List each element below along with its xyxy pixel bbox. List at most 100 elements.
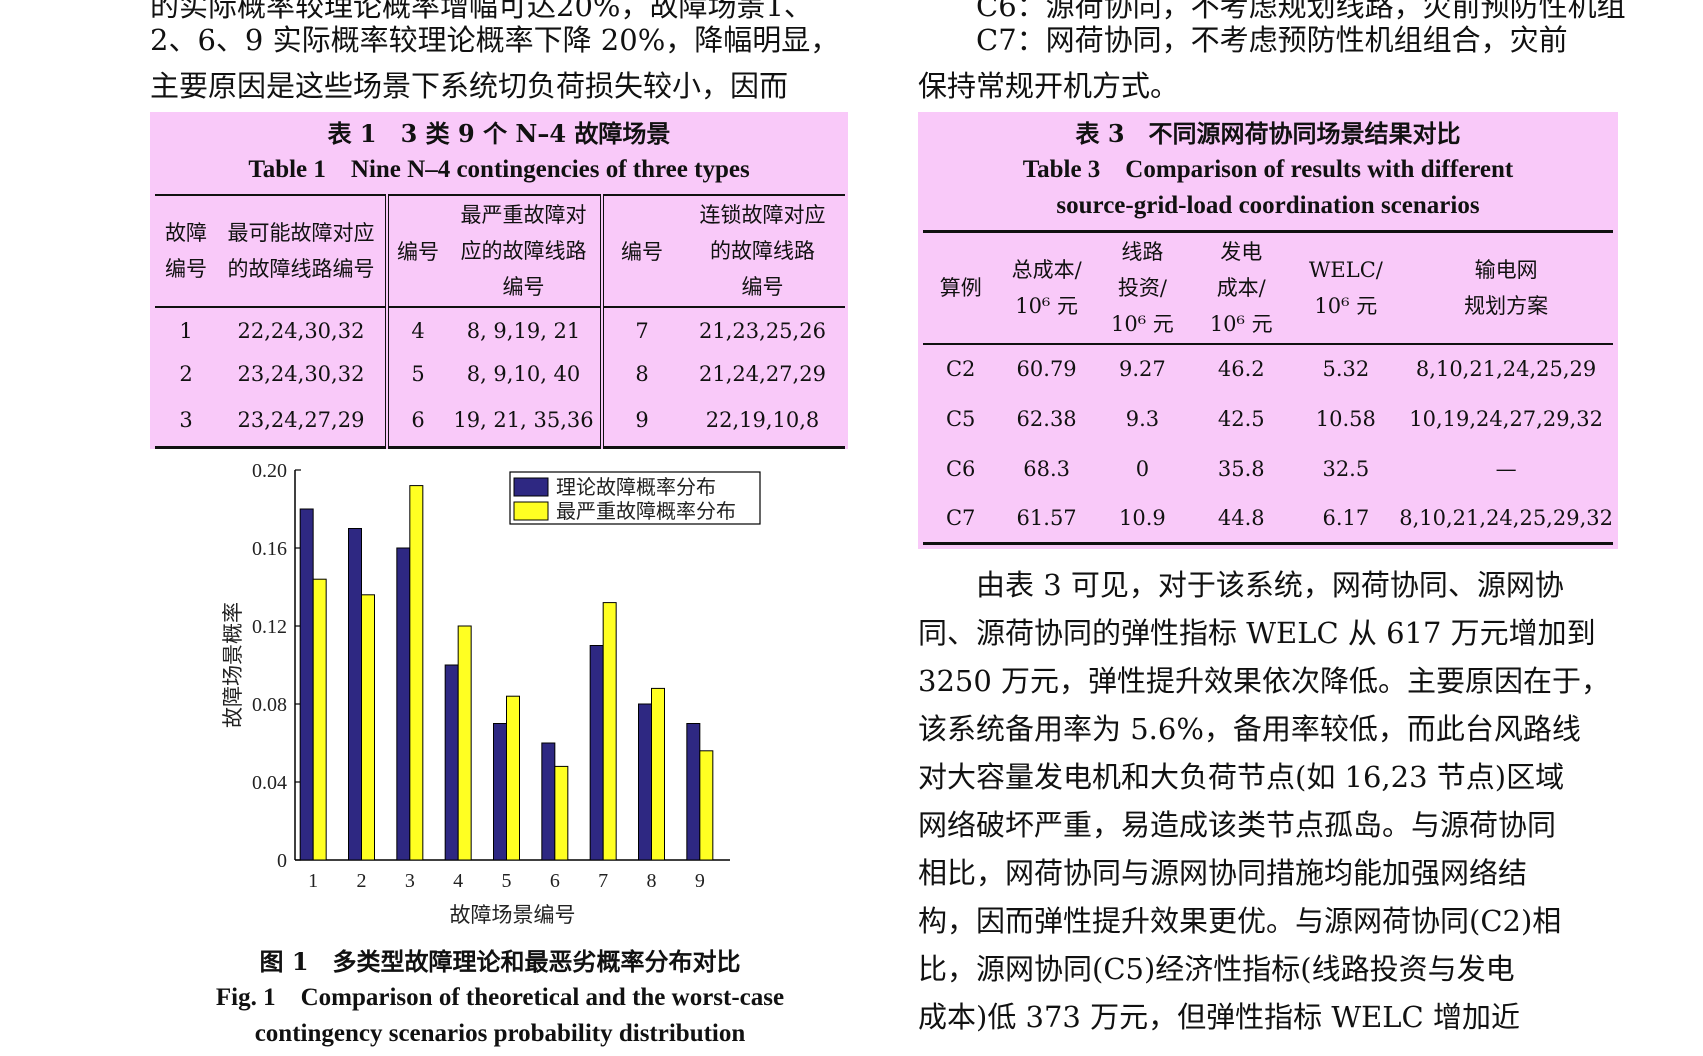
body-text-line: 3250 万元，弹性提升效果依次降低。主要原因在于， — [918, 664, 1611, 698]
table-cell: 60.79 — [1016, 357, 1077, 381]
bar — [541, 742, 556, 861]
table-cell: 7 — [635, 318, 649, 343]
table-row: 3 23,24,27,29 6 19, 21, 35,36 9 22,19,10… — [155, 395, 845, 447]
table-row: C5 62.38 9.3 42.5 10.58 10,19,24,27,29,3… — [923, 394, 1613, 444]
x-tick-label: 4 — [453, 870, 463, 892]
header-cell: 最严重故障对 应的故障线路 编号 — [447, 195, 604, 307]
body-text-line: 2、6、9 实际概率较理论概率下降 20%，降幅明显， — [150, 23, 840, 57]
bar — [361, 594, 375, 861]
body-text-line: 主要原因是这些场景下系统切负荷损失较小，因而 — [150, 69, 789, 103]
body-text-line: 成本)低 373 万元，但弹性指标 WELC 增加近 — [918, 1000, 1520, 1034]
table-row: 1 22,24,30,32 4 8, 9,19, 21 7 21,23,25,2… — [155, 307, 845, 353]
table-cell: 19, 21, 35,36 — [447, 395, 604, 447]
table1: 故障 编号 最可能故障对应 的故障线路编号 编号 最严重故障对 应的故障线路 编号 编号… — [155, 194, 845, 449]
body-text-line: 相比，网荷协同与源网协同措施均能加强网络结 — [918, 856, 1528, 890]
legend-swatch — [513, 477, 549, 497]
table-cell: 10.9 — [1119, 505, 1166, 530]
table-cell: C2 — [945, 357, 976, 381]
table-cell: 23,24,30,32 — [217, 353, 389, 395]
table-cell: 6 — [411, 408, 425, 433]
body-text-line: 由表 3 可见，对于该系统，网荷协同、源网协 — [976, 568, 1564, 602]
header-cell: 编号 — [621, 240, 663, 264]
y-tick-label: 0.20 — [252, 460, 287, 482]
header-cell: 故障 编号 — [165, 221, 207, 281]
table-cell: 6.17 — [1322, 505, 1370, 530]
header-cell: 总成本/10⁶ 元 — [1011, 257, 1082, 318]
table-header-row: 算例 总成本/10⁶ 元 线路 投资/10⁶ 元 发电 成本/10⁶ 元 WELC/… — [923, 231, 1613, 344]
body-text-line: 该系统备用率为 5.6%，备用率较低，而此台风路线 — [918, 712, 1581, 746]
legend-box — [509, 471, 761, 525]
table1-caption-zh: 表 1 3 类 9 个 N–4 故障场景 — [327, 119, 671, 148]
table-cell: 68.3 — [1023, 456, 1070, 481]
figure1-caption-zh: 图 1 多类型故障理论和最恶劣概率分布对比 — [259, 947, 741, 976]
x-tick-label: 1 — [308, 870, 318, 892]
header-cell: 输电网 规划方案 — [1464, 257, 1549, 318]
x-tick-label: 6 — [550, 870, 560, 892]
table-cell: 5.32 — [1322, 357, 1370, 381]
y-tick-label: 0.16 — [252, 538, 287, 560]
header-cell: 编号 — [397, 240, 439, 264]
header-cell: 算例 — [939, 275, 982, 300]
bar — [457, 625, 472, 861]
chart-bars — [299, 485, 714, 861]
table-cell: 22,24,30,32 — [217, 307, 389, 353]
body-text-line: 对大容量发电机和大负荷节点(如 16,23 节点)区域 — [918, 760, 1565, 794]
y-tick-label: 0 — [277, 850, 287, 872]
table-cell: 9.3 — [1125, 406, 1160, 431]
bar — [554, 765, 569, 861]
table-row: C7 61.57 10.9 44.8 6.17 8,10,21,24,25,29… — [923, 494, 1613, 544]
table-cell: 2 — [179, 362, 193, 386]
bar — [396, 547, 411, 861]
table-cell: 10.58 — [1315, 406, 1376, 431]
table1-caption: 表 1 3 类 9 个 N–4 故障场景 Table 1 Nine N–4 co… — [150, 116, 848, 188]
table-cell: 46.2 — [1217, 357, 1265, 381]
table-cell: 8, 9,10, 40 — [447, 353, 604, 395]
y-tick-label: 0.12 — [252, 616, 287, 638]
table-header-row: 故障 编号 最可能故障对应 的故障线路编号 编号 最严重故障对 应的故障线路 编号 编号… — [155, 195, 845, 307]
bar — [589, 645, 604, 861]
y-axis-label: 故障场景概率 — [221, 602, 245, 728]
body-text-line: C7：网荷协同，不考虑预防性机组组合，灾前 — [976, 23, 1568, 57]
bar — [312, 578, 327, 861]
table-cell: C6 — [945, 456, 976, 481]
chart-axes: 0 0.04 0.08 0.12 0.16 0.20 1 2 3 4 5 6 7 8 9 故障场景编号 故障场景… — [221, 460, 730, 925]
bar — [493, 723, 507, 861]
x-tick-label: 7 — [598, 870, 608, 892]
bar — [444, 664, 459, 861]
x-tick-label: 8 — [647, 870, 657, 892]
table-cell: 62.38 — [1016, 406, 1077, 431]
table-cell: 61.57 — [1016, 505, 1077, 530]
table-row: C6 68.3 0 35.8 32.5 — — [923, 444, 1613, 494]
header-cell: 发电 成本/10⁶ 元 — [1209, 239, 1273, 336]
x-tick-label: 9 — [695, 870, 705, 892]
bar — [686, 723, 701, 861]
body-text-line: 比，源网协同(C5)经济性指标(线路投资与发电 — [918, 952, 1515, 986]
y-tick-label: 0.08 — [252, 694, 287, 716]
figure1-bar-chart: 0 0.04 0.08 0.12 0.16 0.20 1 2 3 4 5 6 7 8 9 故障场景编号 故障场景… — [221, 460, 761, 925]
table-cell: 21,23,25,26 — [699, 318, 826, 343]
legend-label: 最严重故障概率分布 — [556, 500, 736, 523]
header-cell: 最可能故障对应 的故障线路编号 — [217, 195, 389, 307]
table-cell: 9 — [635, 408, 649, 433]
x-tick-label: 3 — [405, 870, 415, 892]
table-row: C2 60.79 9.27 46.2 5.32 8,10,21,24,25,29 — [923, 344, 1613, 394]
table-cell: 3 — [179, 408, 193, 433]
table-cell: 10,19,24,27,29,32 — [1409, 406, 1603, 431]
table3: 算例 总成本/10⁶ 元 线路 投资/10⁶ 元 发电 成本/10⁶ 元 WELC/… — [923, 230, 1613, 545]
table-cell: 21,24,27,29 — [699, 362, 826, 386]
bar — [506, 695, 520, 861]
bar — [699, 750, 714, 861]
legend-swatch — [513, 501, 549, 521]
table1-box: 表 1 3 类 9 个 N–4 故障场景 Table 1 Nine N–4 co… — [150, 112, 848, 449]
bar — [299, 508, 314, 861]
bar — [602, 602, 617, 861]
table1-caption-en: Table 1 Nine N–4 contingencies of three … — [248, 156, 750, 183]
table-cell: 8,10,21,24,25,29 — [1415, 357, 1597, 381]
table-cell: — — [1495, 456, 1517, 481]
figure1-caption: 图 1 多类型故障理论和最恶劣概率分布对比 Fig. 1 Comparison … — [150, 944, 850, 1052]
table-cell: 0 — [1135, 456, 1150, 481]
y-tick-label: 0.04 — [252, 772, 287, 794]
legend-label: 理论故障概率分布 — [556, 476, 716, 499]
body-text-line: 构，因而弹性提升效果更优。与源网荷协同(C2)相 — [918, 904, 1562, 938]
figure1-caption-en-line2: contingency scenarios probability distri… — [254, 1020, 746, 1047]
